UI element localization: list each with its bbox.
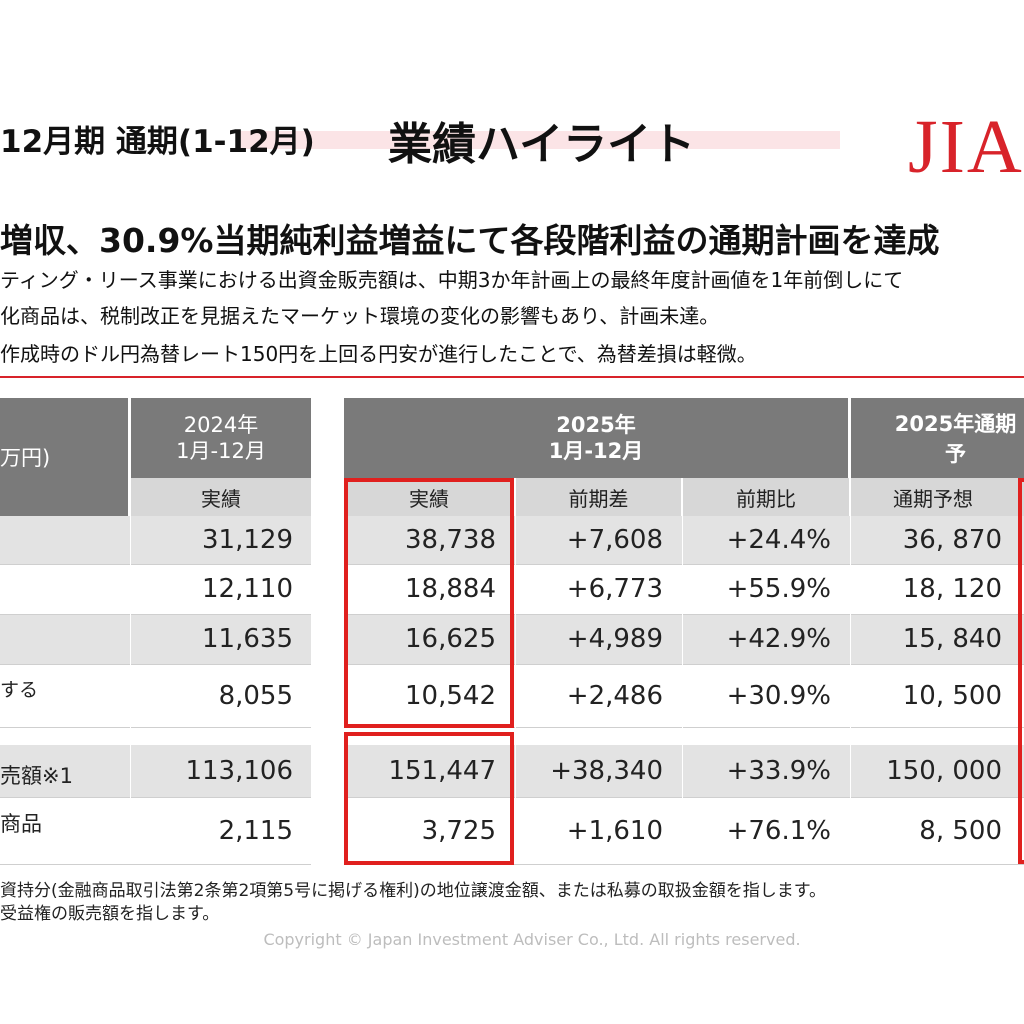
cell-2025-row4: 10,542 xyxy=(405,680,496,711)
row-line xyxy=(0,564,311,565)
row-band-3b xyxy=(344,614,1024,664)
row-line xyxy=(0,614,311,615)
highlight-box-edge xyxy=(1018,478,1024,864)
row-line xyxy=(0,664,311,665)
period-label: 12月期 通期(1-12月) xyxy=(0,124,315,160)
title-underline-bar xyxy=(240,131,840,149)
cell-2024-row1: 31,129 xyxy=(202,525,293,555)
cell-2024-row5: 113,106 xyxy=(185,756,293,786)
subheader-actual-2025: 実績 xyxy=(344,478,514,516)
cell-2024-row4: 8,055 xyxy=(218,680,293,711)
cell-plan-row1: 36, 870 xyxy=(902,525,1002,555)
row-label-5: 売額※1 xyxy=(0,764,73,788)
row-line xyxy=(344,797,1024,798)
page-title: 業績ハイライト xyxy=(388,119,696,170)
cell-2025-row1: 38,738 xyxy=(405,525,496,555)
summary-bullet-2: 化商品は、税制改正を見据えたマーケット環境の変化の影響もあり、計画未達。 xyxy=(0,304,720,328)
cell-plan-row6: 8, 500 xyxy=(919,815,1002,846)
row-line xyxy=(0,864,311,865)
column-separator xyxy=(682,478,683,864)
cell-plan-row2: 18, 120 xyxy=(902,574,1002,604)
cell-ratio-row6: +76.1% xyxy=(726,815,831,846)
company-logo: JIA xyxy=(908,105,1024,189)
cell-2025-row2: 18,884 xyxy=(405,574,496,604)
column-separator xyxy=(130,398,131,864)
header-2025-plan: 2025年通期予 xyxy=(851,398,1024,478)
row-band-5 xyxy=(0,745,311,797)
subheader-yoy-ratio: 前期比 xyxy=(683,478,849,516)
cell-2024-row2: 12,110 xyxy=(202,574,293,604)
row-band-1b xyxy=(344,516,1024,564)
cell-2025-row5: 151,447 xyxy=(388,756,496,786)
row-line xyxy=(344,664,1024,665)
column-separator xyxy=(515,478,516,864)
unit-label: 万円) xyxy=(0,446,51,470)
row-label-4: する xyxy=(0,679,39,701)
cell-plan-row5: 150, 000 xyxy=(886,756,1002,786)
cell-2024-row3: 11,635 xyxy=(202,624,293,654)
highlight-box-lower xyxy=(344,732,514,865)
cell-diff-row6: +1,610 xyxy=(566,815,663,846)
summary-bullet-3: 作成時のドル円為替レート150円を上回る円安が進行したことで、為替差損は軽微。 xyxy=(0,342,757,366)
summary-headline: 増収、30.9%当期純利益増益にて各段階利益の通期計画を達成 xyxy=(0,221,940,260)
cell-ratio-row4: +30.9% xyxy=(726,680,831,711)
header-2025: 2025年 1月-12月 xyxy=(344,398,848,478)
cell-ratio-row5: +33.9% xyxy=(726,756,831,786)
header-2024: 2024年 1月-12月 xyxy=(131,398,311,478)
column-separator xyxy=(850,398,851,864)
unit-header: 万円) xyxy=(0,398,128,516)
row-band-3 xyxy=(0,614,311,664)
subheader-forecast: 通期予想 xyxy=(851,478,1024,516)
cell-diff-row2: +6,773 xyxy=(566,574,663,604)
cell-diff-row4: +2,486 xyxy=(566,680,663,711)
cell-ratio-row1: +24.4% xyxy=(726,525,831,555)
row-line xyxy=(344,564,1024,565)
highlight-box-upper xyxy=(344,478,514,728)
cell-plan-row4: 10, 500 xyxy=(902,680,1002,711)
cell-diff-row1: +7,608 xyxy=(566,525,663,555)
subheader-actual-2024: 実績 xyxy=(131,478,311,516)
footnote-2: 受益権の販売額を指します。 xyxy=(0,904,220,924)
row-label-6: 商品 xyxy=(0,812,42,836)
cell-ratio-row2: +55.9% xyxy=(726,574,831,604)
cell-plan-row3: 15, 840 xyxy=(902,624,1002,654)
row-line xyxy=(0,797,311,798)
subheader-yoy-diff: 前期差 xyxy=(516,478,681,516)
row-band-5b xyxy=(344,745,1024,797)
cell-diff-row3: +4,989 xyxy=(566,624,663,654)
copyright-text: Copyright © Japan Investment Adviser Co.… xyxy=(263,930,801,949)
row-line xyxy=(344,727,1024,728)
summary-bullet-1: ティング・リース事業における出資金販売額は、中期3か年計画上の最終年度計画値を1… xyxy=(0,268,904,292)
cell-2025-row6: 3,725 xyxy=(421,815,496,846)
row-line xyxy=(344,864,1024,865)
row-line xyxy=(0,727,311,728)
footnote-1: 資持分(金融商品取引法第2条第2項第5号に掲げる権利)の地位譲渡金額、または私募… xyxy=(0,881,827,901)
cell-2024-row6: 2,115 xyxy=(218,815,293,846)
row-line xyxy=(344,614,1024,615)
cell-2025-row3: 16,625 xyxy=(405,624,496,654)
cell-ratio-row3: +42.9% xyxy=(726,624,831,654)
cell-diff-row5: +38,340 xyxy=(550,756,663,786)
red-divider xyxy=(0,376,1024,378)
row-band-1 xyxy=(0,516,311,564)
